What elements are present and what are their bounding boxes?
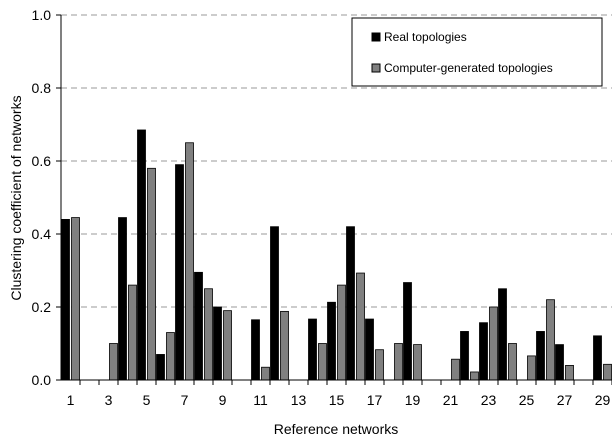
bar-generated-topology: [166, 332, 175, 381]
x-tick-label: 7: [181, 392, 189, 408]
bar-real-topology: [498, 288, 507, 381]
bar-generated-topology: [375, 349, 384, 381]
bar-generated-topology: [204, 288, 213, 381]
bar-generated-topology: [128, 284, 137, 381]
y-tick-label: 0.4: [32, 226, 52, 242]
x-tick-label: 29: [595, 392, 611, 408]
bar-real-topology: [346, 226, 355, 381]
bar-real-topology: [175, 164, 184, 381]
bar-generated-topology: [185, 142, 194, 381]
bar-real-topology: [460, 331, 469, 381]
bar-generated-topology: [546, 299, 555, 381]
bar-real-topology: [194, 271, 203, 381]
x-tick-label: 21: [443, 392, 459, 408]
y-tick-label: 0.2: [32, 299, 52, 315]
bar-real-topology: [61, 218, 70, 381]
bar-generated-topology: [413, 344, 422, 381]
bar-real-topology: [270, 226, 279, 381]
bar-generated-topology: [261, 366, 270, 381]
x-tick-label: 11: [253, 392, 268, 408]
bar-generated-topology: [508, 343, 517, 381]
x-tick-label: 19: [405, 392, 421, 408]
bar-real-topology: [137, 129, 146, 381]
bar-real-topology: [308, 318, 317, 381]
bar-real-topology: [555, 344, 564, 381]
bar-generated-topology: [470, 371, 479, 381]
bar-real-topology: [251, 319, 260, 381]
y-tick-label: 0.6: [32, 153, 52, 169]
bar-generated-topology: [109, 343, 118, 381]
bar-generated-topology: [603, 363, 612, 381]
bar-real-topology: [365, 318, 374, 381]
x-tick-label: 27: [557, 392, 573, 408]
x-tick-label: 3: [105, 392, 113, 408]
bar-real-topology: [536, 331, 545, 381]
bar-real-topology: [156, 354, 165, 381]
bar-real-topology: [479, 322, 488, 381]
y-axis-title: Clustering coefficient of networks: [8, 95, 24, 300]
x-tick-label: 13: [291, 392, 307, 408]
x-tick-label: 5: [143, 392, 151, 408]
bar-generated-topology: [489, 306, 498, 381]
legend-swatch-real: [371, 32, 381, 42]
bar-generated-topology: [356, 272, 365, 381]
x-tick-labels: 1 3 5 7 9 11 13 15 17 19 21 23 25 27 29: [67, 380, 612, 408]
bar-real-topology: [213, 306, 222, 381]
bar-generated-topology: [147, 167, 156, 381]
bar-generated-topology: [337, 284, 346, 381]
bar-generated-topology: [280, 310, 289, 381]
legend-label-generated: Computer-generated topologies: [384, 61, 553, 75]
bar-real-topology: [593, 335, 602, 381]
legend-label-real: Real topologies: [384, 30, 467, 44]
bar-generated-topology: [318, 343, 327, 381]
x-tick-label: 15: [329, 392, 345, 408]
bar-real-topology: [327, 301, 336, 381]
legend-swatch-generated: [371, 63, 381, 73]
y-tick-label: 0.0: [32, 372, 52, 388]
x-tick-label: 9: [219, 392, 227, 408]
x-tick-label: 1: [67, 392, 75, 408]
y-tick-label: 0.8: [32, 80, 52, 96]
bar-generated-topology: [223, 310, 232, 381]
axes: [60, 15, 612, 381]
bar-generated-topology: [451, 358, 460, 381]
x-tick-label: 25: [519, 392, 535, 408]
bar-generated-topology: [565, 364, 574, 381]
legend: Real topologies Computer-generated topol…: [351, 17, 603, 87]
x-tick-label: 23: [481, 392, 497, 408]
bar-generated-topology: [71, 217, 80, 381]
y-tick-labels: 0.0 0.2 0.4 0.6 0.8 1.0: [32, 7, 61, 388]
bars: [61, 129, 612, 381]
x-axis-title: Reference networks: [274, 421, 399, 437]
y-tick-label: 1.0: [32, 7, 52, 23]
x-tick-label: 17: [367, 392, 383, 408]
legend-box: [351, 17, 603, 87]
bar-real-topology: [118, 217, 127, 381]
bar-generated-topology: [394, 343, 403, 381]
bar-generated-topology: [527, 355, 536, 381]
bar-real-topology: [403, 282, 412, 381]
